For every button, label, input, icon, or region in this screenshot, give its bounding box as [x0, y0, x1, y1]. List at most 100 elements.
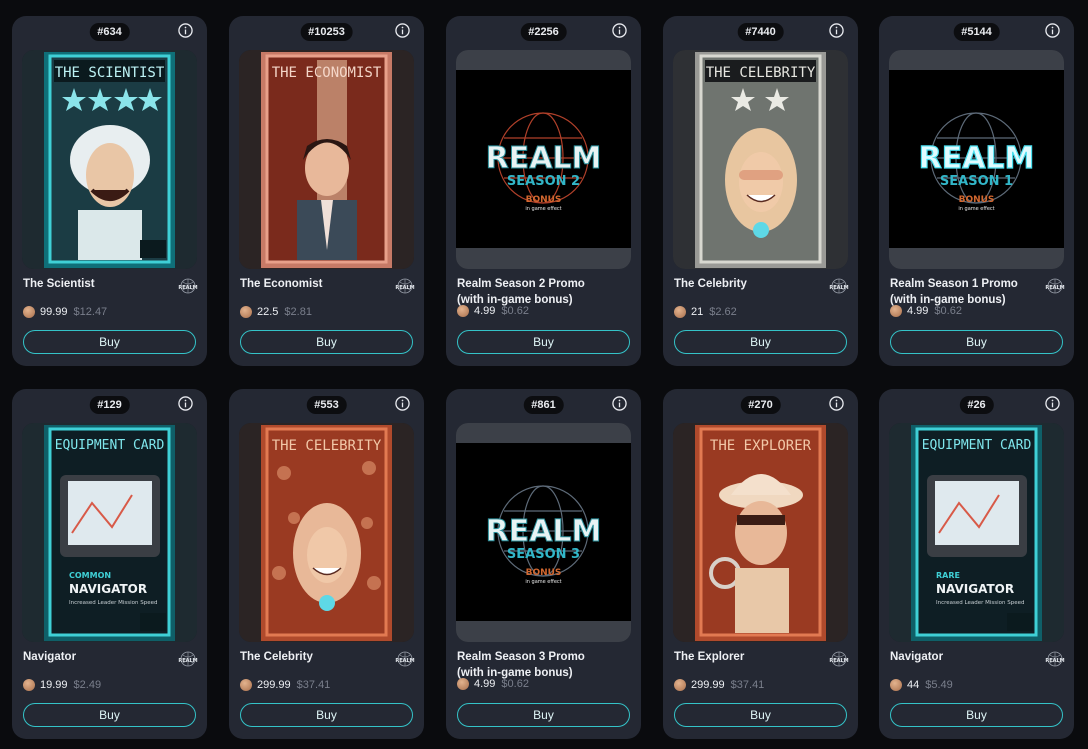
listing-card[interactable]: #26 EQUIPMENT CARD RARE NAVIGATOR Increa…: [879, 389, 1074, 739]
svg-text:REALM: REALM: [829, 658, 848, 664]
price-row: 4.99 $0.62: [457, 305, 529, 317]
listing-card[interactable]: #553 THE CELEBRITY The Celebrity REALM 2…: [229, 389, 424, 739]
card-name: The Celebrity: [240, 651, 313, 663]
svg-text:SEASON 2: SEASON 2: [507, 174, 580, 189]
svg-text:REALM: REALM: [178, 658, 197, 664]
listing-card[interactable]: #7440 THE CELEBRITY The Celebrity REALM …: [663, 16, 858, 366]
listing-card[interactable]: #5144 REALM SEASON 1 BONUS in game effec…: [879, 16, 1074, 366]
svg-text:REALM: REALM: [1045, 285, 1064, 291]
card-artwork[interactable]: REALM SEASON 1 BONUS in game effect: [889, 50, 1064, 269]
coin-icon: [23, 306, 35, 318]
info-icon[interactable]: [395, 23, 410, 38]
price: 4.99: [474, 305, 496, 317]
token-id-badge: #634: [89, 23, 130, 41]
price-row: 21 $2.62: [674, 306, 737, 318]
info-icon[interactable]: [829, 23, 844, 38]
card-artwork[interactable]: THE ECONOMIST: [239, 50, 414, 269]
info-icon[interactable]: [1045, 396, 1060, 411]
token-id-badge: #26: [959, 396, 994, 414]
card-artwork[interactable]: THE CELEBRITY: [239, 423, 414, 642]
buy-button[interactable]: Buy: [23, 330, 196, 354]
coin-icon: [457, 678, 469, 690]
info-icon[interactable]: [612, 23, 627, 38]
card-name: Navigator: [890, 651, 944, 663]
token-id-badge: #553: [306, 396, 347, 414]
usd-price: $0.62: [934, 305, 962, 317]
svg-text:in game effect: in game effect: [525, 579, 561, 585]
card-name: Realm Season 3 Promo (with in-game bonus…: [457, 651, 585, 679]
svg-text:in game effect: in game effect: [958, 206, 994, 212]
token-id-badge: #2256: [520, 23, 567, 41]
buy-button[interactable]: Buy: [240, 330, 413, 354]
realm-logo: REALM: [829, 278, 849, 294]
listing-card[interactable]: #2256 REALM SEASON 2 BONUS in game effec…: [446, 16, 641, 366]
price-row: 4.99 $0.62: [890, 305, 962, 317]
card-name: Realm Season 1 Promo (with in-game bonus…: [890, 278, 1018, 306]
price-row: 19.99 $2.49: [23, 679, 101, 691]
card-artwork[interactable]: EQUIPMENT CARD RARE NAVIGATOR Increased …: [889, 423, 1064, 642]
art-title: THE SCIENTIST: [55, 65, 165, 81]
buy-button[interactable]: Buy: [457, 330, 630, 354]
realm-logo: REALM: [1045, 651, 1065, 667]
coin-icon: [23, 679, 35, 691]
card-name: The Explorer: [674, 651, 745, 663]
svg-text:Increased Leader Mission Speed: Increased Leader Mission Speed: [936, 600, 1025, 606]
svg-text:BONUS: BONUS: [526, 195, 562, 205]
svg-text:SEASON 3: SEASON 3: [507, 547, 580, 562]
usd-price: $37.41: [730, 679, 765, 691]
card-artwork[interactable]: THE SCIENTIST: [22, 50, 197, 269]
svg-text:NAVIGATOR: NAVIGATOR: [936, 582, 1014, 596]
realm-logo: REALM: [1045, 278, 1065, 294]
buy-button[interactable]: Buy: [890, 703, 1063, 727]
realm-logo: REALM: [829, 651, 849, 667]
info-icon[interactable]: [395, 396, 410, 411]
usd-price: $2.62: [709, 306, 737, 318]
buy-button[interactable]: Buy: [23, 703, 196, 727]
listing-card[interactable]: #129 EQUIPMENT CARD COMMON NAVIGATOR Inc…: [12, 389, 207, 739]
price: 299.99: [691, 679, 725, 691]
card-artwork[interactable]: THE EXPLORER: [673, 423, 848, 642]
info-icon[interactable]: [178, 396, 193, 411]
listing-card[interactable]: #10253 THE ECONOMIST The Economist REALM…: [229, 16, 424, 366]
buy-button[interactable]: Buy: [674, 703, 847, 727]
svg-text:BONUS: BONUS: [959, 195, 995, 205]
card-artwork[interactable]: EQUIPMENT CARD COMMON NAVIGATOR Increase…: [22, 423, 197, 642]
card-artwork[interactable]: REALM SEASON 3 BONUS in game effect: [456, 423, 631, 642]
card-name: The Celebrity: [674, 278, 747, 290]
buy-button[interactable]: Buy: [240, 703, 413, 727]
info-icon[interactable]: [829, 396, 844, 411]
buy-button[interactable]: Buy: [674, 330, 847, 354]
price: 19.99: [40, 679, 68, 691]
coin-icon: [890, 679, 902, 691]
art-title: EQUIPMENT CARD: [922, 438, 1032, 453]
price: 21: [691, 306, 704, 318]
price: 22.5: [257, 306, 279, 318]
coin-icon: [674, 306, 686, 318]
coin-icon: [674, 679, 686, 691]
usd-price: $12.47: [73, 306, 108, 318]
info-icon[interactable]: [612, 396, 627, 411]
buy-button[interactable]: Buy: [457, 703, 630, 727]
realm-logo: REALM: [395, 651, 415, 667]
card-name: The Economist: [240, 278, 323, 290]
card-artwork[interactable]: REALM SEASON 2 BONUS in game effect: [456, 50, 631, 269]
price: 4.99: [474, 678, 496, 690]
price-row: 299.99 $37.41: [674, 679, 764, 691]
card-artwork[interactable]: THE CELEBRITY: [673, 50, 848, 269]
listing-card[interactable]: #634 THE SCIENTIST The Scientist REALM 9…: [12, 16, 207, 366]
price: 299.99: [257, 679, 291, 691]
buy-button[interactable]: Buy: [890, 330, 1063, 354]
coin-icon: [240, 679, 252, 691]
listing-card[interactable]: #861 REALM SEASON 3 BONUS in game effect…: [446, 389, 641, 739]
svg-text:in game effect: in game effect: [525, 206, 561, 212]
price-row: 99.99 $12.47: [23, 306, 107, 318]
svg-text:COMMON: COMMON: [69, 571, 111, 580]
info-icon[interactable]: [178, 23, 193, 38]
token-id-badge: #861: [523, 396, 564, 414]
art-title: REALM: [486, 141, 602, 176]
usd-price: $0.62: [501, 305, 529, 317]
svg-text:BONUS: BONUS: [526, 568, 562, 578]
listing-card[interactable]: #270 THE EXPLORER The Explorer REALM 299…: [663, 389, 858, 739]
info-icon[interactable]: [1045, 23, 1060, 38]
